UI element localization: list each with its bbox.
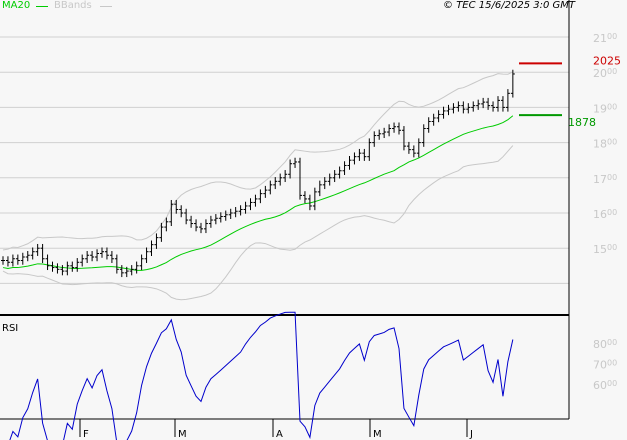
price-tick-label: 1700 bbox=[593, 173, 617, 186]
rsi-tick-label: 7000 bbox=[593, 359, 617, 372]
ma20-line bbox=[2, 115, 514, 271]
month-label: F bbox=[83, 429, 89, 440]
price-tick-label: 1800 bbox=[593, 138, 617, 151]
legend-ma20-swatch bbox=[36, 6, 48, 7]
price-tick-label: 1900 bbox=[593, 102, 617, 115]
month-label: M bbox=[373, 429, 382, 440]
copyright: © TEC 15/6/2025 3:0 GMT bbox=[443, 0, 575, 11]
rsi-label: RSI bbox=[2, 323, 18, 334]
legend-bbands-swatch bbox=[100, 6, 112, 7]
month-label: M bbox=[178, 429, 187, 440]
rsi-tick-label: 8000 bbox=[593, 338, 617, 351]
price-tick-label: 2100 bbox=[593, 32, 617, 45]
bollinger-lower bbox=[2, 145, 514, 301]
bollinger-upper bbox=[2, 71, 514, 251]
legend-bbands: BBands bbox=[54, 0, 92, 11]
rsi-tick-label: 6000 bbox=[593, 379, 617, 392]
month-label: J bbox=[469, 429, 473, 440]
price-tick-label: 1600 bbox=[593, 208, 617, 221]
price-tick-label: 1500 bbox=[593, 243, 617, 256]
rsi-line bbox=[9, 311, 514, 440]
month-label: A bbox=[276, 429, 283, 440]
support-label: 1878 bbox=[568, 116, 596, 129]
legend-ma20: MA20 bbox=[2, 0, 31, 11]
price-tick-label: 2000 bbox=[593, 67, 617, 80]
resistance-label: 2025 bbox=[593, 54, 621, 67]
